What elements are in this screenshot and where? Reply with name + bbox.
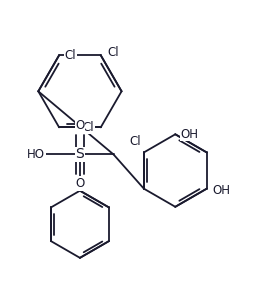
Text: OH: OH (181, 128, 199, 141)
Text: S: S (76, 147, 84, 161)
Text: Cl: Cl (130, 135, 141, 148)
Text: HO: HO (27, 148, 45, 161)
Text: O: O (75, 119, 85, 132)
Text: Cl: Cl (65, 49, 76, 62)
Text: Cl: Cl (82, 121, 94, 134)
Text: Cl: Cl (107, 46, 119, 59)
Text: O: O (75, 177, 85, 190)
Text: OH: OH (212, 184, 230, 197)
